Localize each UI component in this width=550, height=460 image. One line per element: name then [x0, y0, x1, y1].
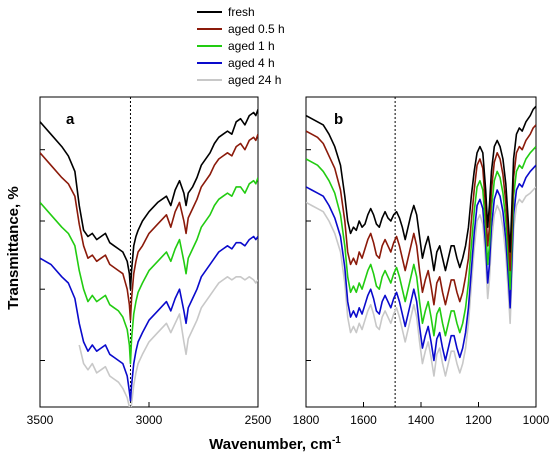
- panel-a-x-tick-label-0: 3500: [27, 413, 54, 427]
- panel-b-series-aged-1-h: [306, 146, 536, 337]
- panel-b-x-tick-label-2: 1400: [408, 413, 435, 427]
- panel-a-series-aged-1-h: [40, 177, 258, 365]
- legend-item-aged-4h: aged 4 h: [197, 56, 275, 70]
- legend-label-aged-24h: aged 24 h: [228, 73, 281, 87]
- legend-item-aged-24h: aged 24 h: [197, 73, 281, 87]
- panel-a-x-tick-label-1: 3000: [136, 413, 163, 427]
- x-axis-title-superscript: -1: [332, 435, 341, 446]
- legend: fresh aged 0.5 h aged 1 h aged 4 h aged …: [197, 5, 285, 87]
- panel-a: a 3500 3000 2500: [27, 96, 272, 427]
- legend-label-fresh: fresh: [228, 5, 255, 19]
- x-axis-title: Wavenumber, cm-1: [209, 435, 341, 453]
- legend-label-aged-0-5h: aged 0.5 h: [228, 22, 285, 36]
- panel-b-series-aged-0-5-h: [306, 124, 536, 306]
- legend-label-aged-4h: aged 4 h: [228, 56, 275, 70]
- legend-item-fresh: fresh: [197, 5, 255, 19]
- panel-a-series-fresh: [40, 109, 258, 290]
- panel-a-series-aged-4-h: [40, 235, 258, 402]
- panel-a-label: a: [66, 111, 75, 128]
- panel-b-x-tick-label-1: 1600: [350, 413, 377, 427]
- panel-b-x-tick-label-4: 1000: [523, 413, 550, 427]
- panel-a-frame: [39, 96, 259, 408]
- panel-a-plot: 3500 3000 2500: [27, 97, 272, 427]
- panel-a-x-tick-label-2: 2500: [245, 413, 272, 427]
- panel-b-series-fresh: [306, 105, 536, 272]
- panel-a-series-aged-24-h: [78, 276, 258, 407]
- legend-item-aged-0-5h: aged 0.5 h: [197, 22, 285, 36]
- panel-b-series-aged-24-h: [306, 186, 536, 377]
- panel-b-label: b: [334, 111, 343, 128]
- panel-b-series-aged-4-h: [306, 164, 536, 362]
- y-axis-title: Transmittance, %: [5, 186, 22, 309]
- panel-b-x-tick-label-0: 1800: [293, 413, 320, 427]
- x-axis-title-text: Wavenumber, cm: [209, 436, 332, 453]
- panel-b-x-tick-label-3: 1200: [465, 413, 492, 427]
- legend-item-aged-1h: aged 1 h: [197, 39, 275, 53]
- panel-b-plot: 1800 1600 1400 1200 1000: [293, 97, 550, 427]
- panel-a-series-aged-0-5-h: [40, 133, 258, 321]
- legend-label-aged-1h: aged 1 h: [228, 39, 275, 53]
- panel-b: b 1800 1600 1400 1200 1000: [293, 96, 550, 427]
